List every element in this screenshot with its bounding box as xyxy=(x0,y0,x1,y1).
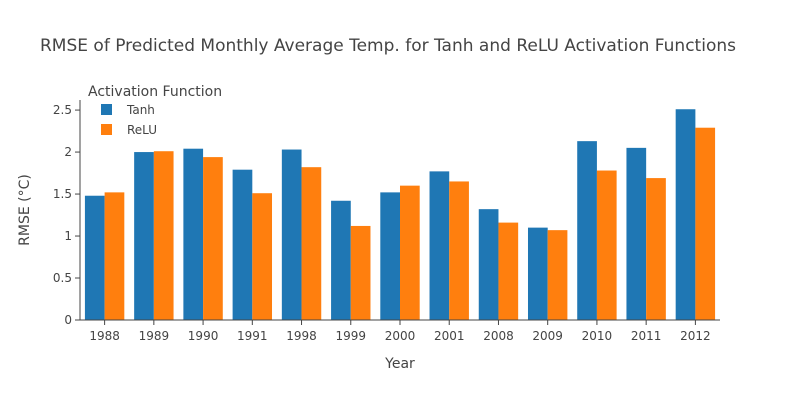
x-tick-label: 2009 xyxy=(532,329,563,343)
bar-relu-1991 xyxy=(252,193,273,320)
legend-label-tanh: Tanh xyxy=(126,103,155,117)
bar-relu-1988 xyxy=(104,192,125,320)
y-axis-title: RMSE (°C) xyxy=(17,174,33,246)
legend: Activation Function Tanh ReLU xyxy=(88,84,222,137)
y-tick-label: 0 xyxy=(64,313,72,327)
bar-tanh-1999 xyxy=(331,200,351,320)
y-tick-label: 2.5 xyxy=(53,103,72,117)
bar-relu-1990 xyxy=(203,157,223,320)
bar-relu-2001 xyxy=(449,181,469,320)
bar-tanh-1991 xyxy=(232,169,253,320)
bar-relu-2009 xyxy=(547,230,568,320)
x-axis: 1988 1989 1990 1991 1998 1999 2000 2001 2008 2009… xyxy=(80,319,720,343)
bar-relu-1999 xyxy=(350,225,371,320)
bar-tanh-2000 xyxy=(380,192,400,320)
bar-relu-1989 xyxy=(153,151,174,320)
y-tick-label: 0.5 xyxy=(53,271,72,285)
bar-tanh-1990 xyxy=(183,148,204,320)
bar-tanh-1989 xyxy=(134,152,154,320)
bar-tanh-2011 xyxy=(626,147,647,320)
legend-title: Activation Function xyxy=(88,84,222,100)
bar-tanh-2001 xyxy=(429,171,450,320)
legend-swatch-relu xyxy=(101,124,112,135)
bar-tanh-2009 xyxy=(527,227,548,320)
x-tick-label: 2011 xyxy=(631,329,662,343)
legend-label-relu: ReLU xyxy=(127,123,157,137)
bar-relu-2010 xyxy=(596,170,617,320)
bar-relu-2011 xyxy=(646,178,666,320)
chart-title: RMSE of Predicted Monthly Average Temp. … xyxy=(40,36,736,56)
x-tick-label: 1988 xyxy=(89,329,120,343)
x-tick-label: 2001 xyxy=(434,329,465,343)
bar-tanh-2010 xyxy=(577,141,597,320)
x-tick-label: 2008 xyxy=(483,329,514,343)
y-axis: 0 0.5 1 1.5 2 2.5 xyxy=(53,100,81,327)
x-tick-label: 1991 xyxy=(237,329,268,343)
bar-relu-2000 xyxy=(400,185,420,320)
bar-tanh-2008 xyxy=(478,209,499,320)
legend-swatch-tanh xyxy=(101,104,112,115)
x-tick-label: 2000 xyxy=(385,329,416,343)
y-tick-label: 1.5 xyxy=(53,187,72,201)
y-tick-label: 2 xyxy=(64,145,72,159)
bar-relu-2008 xyxy=(498,222,519,320)
bar-relu-1998 xyxy=(301,167,322,320)
x-axis-title: Year xyxy=(384,356,415,372)
x-tick-label: 1990 xyxy=(188,329,219,343)
bar-tanh-1998 xyxy=(281,149,302,320)
x-tick-label: 1989 xyxy=(139,329,170,343)
bar-tanh-1988 xyxy=(84,195,105,320)
y-tick-label: 1 xyxy=(64,229,72,243)
bar-relu-2012 xyxy=(695,127,716,321)
x-tick-label: 2010 xyxy=(582,329,613,343)
bar-tanh-2012 xyxy=(675,109,696,321)
x-tick-label: 1998 xyxy=(286,329,317,343)
x-tick-label: 2012 xyxy=(680,329,711,343)
plot-area xyxy=(84,109,716,321)
x-tick-label: 1999 xyxy=(335,329,366,343)
